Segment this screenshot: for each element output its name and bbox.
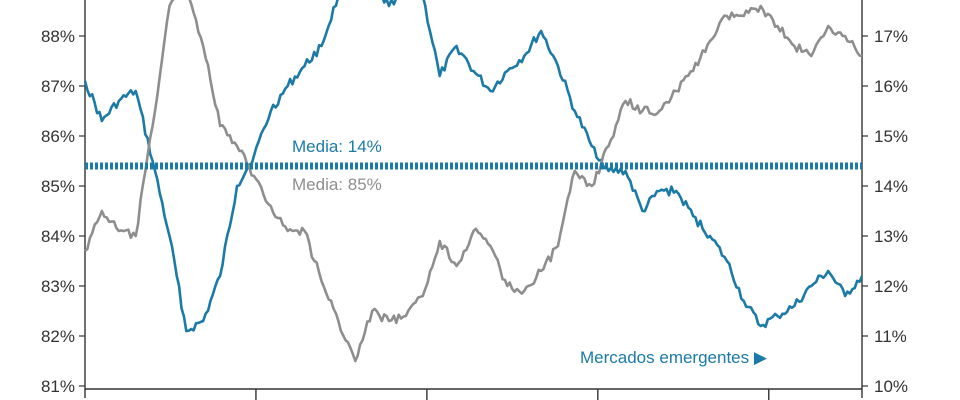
right-tick-label: 10% — [874, 377, 908, 396]
labels-layer: 81% 82% 83% 84% 85% 86% 87% 88% 10% 11% 12% 13% 14% 1… — [41, 27, 908, 396]
mean-label-gray: Media: 85% — [292, 175, 382, 194]
series-layer — [83, 0, 864, 363]
axes-layer — [79, 0, 868, 400]
right-tick-label: 11% — [874, 327, 907, 346]
left-tick-label: 85% — [41, 177, 75, 196]
series-label-emerging-markets: Mercados emergentes ▶ — [580, 348, 768, 367]
left-tick-label: 87% — [41, 77, 75, 96]
left-tick-label: 83% — [41, 277, 75, 296]
right-tick-label: 16% — [874, 77, 908, 96]
left-tick-label: 86% — [41, 127, 75, 146]
right-tick-label: 13% — [874, 227, 908, 246]
mean-label-blue: Media: 14% — [292, 137, 382, 156]
right-tick-label: 14% — [874, 177, 908, 196]
right-tick-label: 12% — [874, 277, 908, 296]
left-tick-label: 84% — [41, 227, 75, 246]
series-line-blue — [83, 0, 864, 333]
right-tick-label: 17% — [874, 27, 908, 46]
left-tick-label: 82% — [41, 327, 75, 346]
right-tick-label: 15% — [874, 127, 908, 146]
left-tick-label: 81% — [41, 377, 75, 396]
series-line-gray — [84, 0, 863, 363]
left-tick-label: 88% — [41, 27, 75, 46]
